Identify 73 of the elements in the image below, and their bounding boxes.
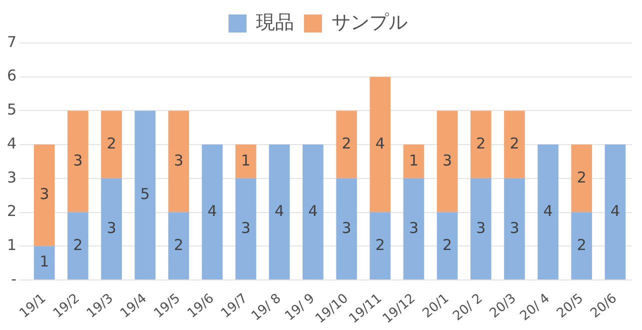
bar: [202, 144, 223, 280]
bar: [504, 110, 525, 178]
bar: [302, 144, 324, 280]
data-label: 2: [106, 134, 116, 152]
data-label: 3: [40, 185, 50, 204]
bar: [268, 144, 290, 280]
bar: [68, 110, 88, 212]
y-tick-label: 2: [6, 202, 17, 220]
data-label: 3: [476, 218, 486, 237]
data-label: 5: [140, 184, 150, 203]
data-label: 4: [543, 202, 553, 220]
bar: [370, 76, 391, 212]
data-label: 1: [241, 151, 251, 170]
data-label: 3: [174, 151, 184, 170]
bar: [168, 110, 190, 212]
data-label: 2: [442, 236, 452, 254]
data-label: 3: [73, 151, 83, 170]
y-tick-label: 4: [6, 134, 17, 152]
x-tick-label: 20/ 4: [518, 291, 553, 324]
data-label: 4: [610, 202, 620, 220]
data-label: 4: [207, 202, 218, 220]
bar: [235, 144, 256, 178]
bar: [235, 178, 256, 280]
data-label: 2: [576, 236, 586, 254]
data-label: 3: [442, 151, 452, 170]
data-label: 3: [408, 218, 418, 237]
x-tick-label: 20/ 2: [450, 291, 486, 324]
bar: [504, 178, 525, 280]
legend-label: サンプル: [332, 11, 408, 34]
bar: [470, 110, 492, 178]
bar: [34, 144, 55, 246]
data-label: 4: [375, 134, 385, 152]
data-label: 3: [106, 218, 116, 237]
bar: [470, 178, 492, 280]
data-label: 2: [375, 236, 385, 254]
bar: [34, 246, 55, 280]
bar: [538, 144, 558, 280]
bar: [436, 212, 458, 280]
bar: [336, 178, 357, 280]
data-label: 1: [408, 151, 418, 170]
data-label: 3: [241, 218, 251, 237]
data-label: 3: [342, 218, 352, 237]
data-label: 2: [476, 134, 486, 152]
bar: [370, 212, 391, 280]
data-label: 3: [510, 218, 520, 237]
x-tick-label: 19/ 8: [248, 291, 284, 324]
data-label: 4: [274, 202, 284, 220]
data-label: 2: [576, 168, 586, 186]
bar: [168, 212, 190, 280]
bar: [403, 178, 424, 280]
data-label: 2: [510, 134, 520, 152]
bar: [403, 144, 424, 178]
bar: [571, 144, 592, 212]
y-tick-label: 6: [6, 66, 17, 85]
y-tick-label: -: [11, 270, 17, 288]
bar: [604, 144, 626, 280]
data-label: 2: [342, 134, 352, 152]
bar: [571, 212, 592, 280]
bar: [68, 212, 88, 280]
bar: [101, 178, 122, 280]
legend-label: 現品: [256, 11, 294, 34]
bar: [101, 110, 122, 178]
data-label: 2: [73, 236, 83, 254]
bar: [134, 110, 156, 280]
data-label: 4: [308, 202, 318, 220]
bar: [436, 110, 458, 212]
y-tick-label: 1: [6, 236, 17, 254]
y-tick-label: 5: [6, 100, 17, 119]
data-label: 1: [40, 252, 50, 271]
y-tick-label: 7: [6, 32, 17, 51]
y-tick-label: 3: [6, 168, 17, 186]
data-label: 2: [174, 236, 184, 254]
bar: [336, 110, 357, 178]
